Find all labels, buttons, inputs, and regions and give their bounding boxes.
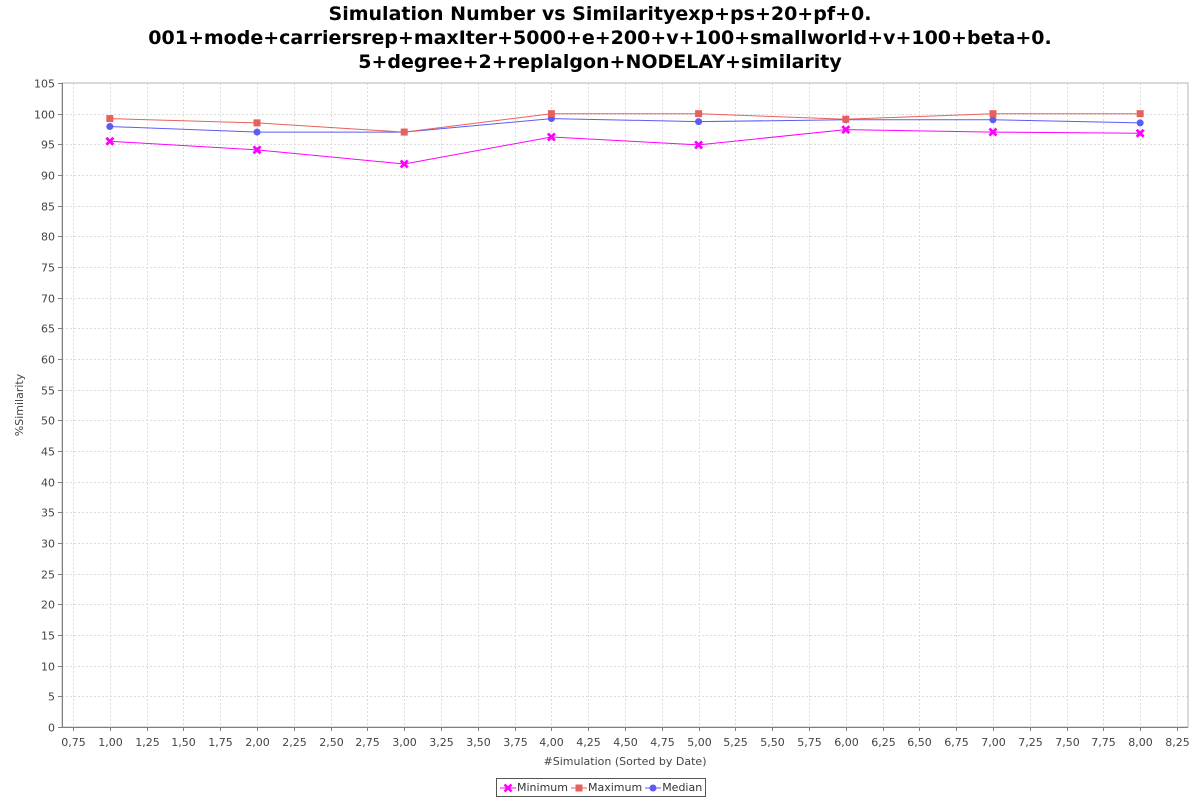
y-tick-label: 75 bbox=[41, 262, 55, 275]
x-tick-label: 6,25 bbox=[871, 736, 896, 749]
x-tick-label: 2,75 bbox=[355, 736, 380, 749]
legend-label: Median bbox=[662, 781, 703, 794]
square-marker-icon bbox=[570, 784, 587, 791]
chart-title-line: Simulation Number vs Similarityexp+ps+20… bbox=[328, 3, 872, 25]
x-tick-label: 2,25 bbox=[282, 736, 307, 749]
x-tick-label: 4,75 bbox=[650, 736, 675, 749]
series-line-maximum bbox=[109, 113, 1141, 133]
axes: 0 5 10 15 20 25 30 35 40 45 50 55 60 65 70 75 80 85 90 95 10… bbox=[34, 78, 1190, 750]
data-point-maximum bbox=[989, 110, 997, 118]
data-point-minimum bbox=[841, 125, 851, 135]
y-tick-label: 95 bbox=[41, 139, 55, 152]
data-point-maximum bbox=[253, 119, 261, 127]
x-tick-label: 7,00 bbox=[981, 736, 1006, 749]
y-tick-label: 45 bbox=[41, 446, 55, 459]
y-tick-label: 10 bbox=[41, 661, 55, 674]
x-tick-label: 6,75 bbox=[944, 736, 969, 749]
legend-label: Maximum bbox=[587, 781, 643, 794]
data-point-minimum bbox=[694, 140, 704, 150]
y-tick-label: 100 bbox=[34, 109, 55, 122]
x-tick-label: 3,75 bbox=[503, 736, 528, 749]
data-point-maximum bbox=[1136, 110, 1144, 118]
data-point-median bbox=[253, 128, 261, 136]
x-tick-label: 2,50 bbox=[319, 736, 344, 749]
y-tick-label: 85 bbox=[41, 201, 55, 214]
y-tick-label: 20 bbox=[41, 599, 55, 612]
data-point-maximum bbox=[547, 110, 555, 118]
x-tick-label: 5,25 bbox=[723, 736, 748, 749]
x-tick-label: 6,50 bbox=[907, 736, 932, 749]
y-tick-label: 40 bbox=[41, 477, 55, 490]
y-tick-label: 50 bbox=[41, 415, 55, 428]
legend-item-minimum: Minimum bbox=[500, 781, 568, 794]
data-point-maximum bbox=[106, 115, 114, 123]
x-tick-label: 8,00 bbox=[1128, 736, 1153, 749]
data-point-minimum bbox=[105, 136, 115, 146]
x-tick-label: 4,50 bbox=[613, 736, 638, 749]
x-tick-label: 1,25 bbox=[135, 736, 160, 749]
x-tick-label: 6,00 bbox=[834, 736, 859, 749]
y-tick-label: 90 bbox=[41, 170, 55, 183]
chart-title: Simulation Number vs Similarityexp+ps+20… bbox=[0, 2, 1200, 74]
data-point-minimum bbox=[399, 159, 409, 169]
x-tick-label: 0,75 bbox=[61, 736, 86, 749]
y-tick-label: 35 bbox=[41, 507, 55, 520]
series-line-minimum bbox=[109, 129, 1141, 165]
series-line-median bbox=[109, 118, 1141, 133]
x-tick-label: 7,50 bbox=[1055, 736, 1080, 749]
x-tick-label: 1,00 bbox=[98, 736, 123, 749]
data-point-median bbox=[1136, 119, 1144, 127]
y-tick-label: 25 bbox=[41, 569, 55, 582]
y-tick-label: 60 bbox=[41, 354, 55, 367]
x-tick-label: 4,25 bbox=[576, 736, 601, 749]
legend-item-median: Median bbox=[645, 781, 702, 794]
circle-marker-icon bbox=[645, 784, 662, 791]
x-tick-label: 4,00 bbox=[539, 736, 564, 749]
chart-title-line: 001+mode+carriersrep+maxIter+5000+e+200+… bbox=[148, 27, 1052, 49]
x-tick-label: 5,75 bbox=[797, 736, 822, 749]
x-tick-label: 3,25 bbox=[429, 736, 454, 749]
y-tick-label: 80 bbox=[41, 231, 55, 244]
chart-title-line: 5+degree+2+replalgon+NODELAY+similarity bbox=[358, 51, 842, 73]
series-layer bbox=[105, 110, 1145, 169]
data-point-minimum bbox=[252, 145, 262, 155]
data-point-minimum bbox=[1135, 128, 1145, 138]
data-point-minimum bbox=[546, 132, 556, 142]
data-point-median bbox=[106, 123, 114, 131]
y-tick-label: 30 bbox=[41, 538, 55, 551]
data-point-maximum bbox=[400, 128, 408, 136]
y-tick-label: 105 bbox=[34, 78, 55, 91]
x-axis-label: #Simulation (Sorted by Date) bbox=[544, 755, 707, 768]
data-point-median bbox=[695, 118, 703, 126]
x-tick-label: 2,00 bbox=[245, 736, 270, 749]
x-marker-icon bbox=[500, 783, 516, 792]
x-tick-label: 1,50 bbox=[171, 736, 196, 749]
y-tick-label: 65 bbox=[41, 323, 55, 336]
y-tick-label: 55 bbox=[41, 385, 55, 398]
legend: Minimum Maximum Median bbox=[496, 778, 707, 797]
y-tick-label: 5 bbox=[48, 691, 55, 704]
x-tick-label: 8,25 bbox=[1165, 736, 1190, 749]
y-tick-label: 15 bbox=[41, 630, 55, 643]
x-tick-label: 5,00 bbox=[687, 736, 712, 749]
data-point-median bbox=[989, 116, 997, 124]
x-tick-label: 3,00 bbox=[392, 736, 417, 749]
data-point-maximum bbox=[695, 110, 703, 118]
data-point-maximum bbox=[842, 115, 850, 123]
data-point-minimum bbox=[988, 127, 998, 137]
x-tick-label: 7,75 bbox=[1091, 736, 1116, 749]
legend-item-maximum: Maximum bbox=[570, 781, 643, 794]
x-tick-label: 5,50 bbox=[760, 736, 785, 749]
grid bbox=[62, 83, 1188, 727]
y-tick-label: 70 bbox=[41, 293, 55, 306]
legend-label: Minimum bbox=[517, 781, 568, 794]
x-tick-label: 3,50 bbox=[466, 736, 491, 749]
x-tick-label: 7,25 bbox=[1018, 736, 1043, 749]
y-axis-label: %Similarity bbox=[13, 373, 26, 436]
x-tick-label: 1,75 bbox=[208, 736, 233, 749]
y-tick-label: 0 bbox=[48, 722, 55, 735]
